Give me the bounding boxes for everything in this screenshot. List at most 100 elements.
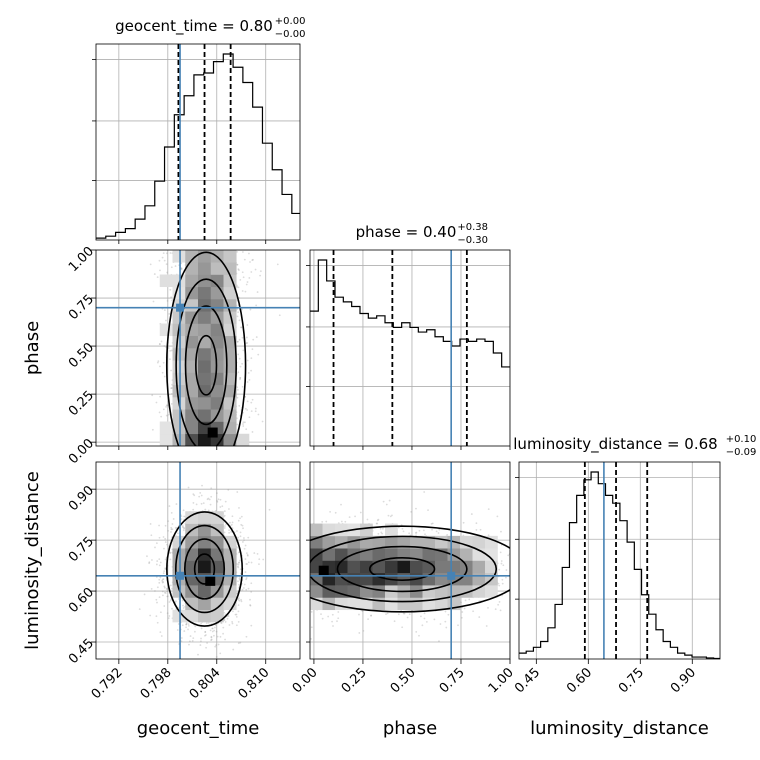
scatter-point bbox=[245, 578, 248, 581]
scatter-point bbox=[211, 630, 214, 633]
scatter-point bbox=[259, 270, 262, 273]
scatter-point bbox=[154, 590, 156, 592]
scatter-point bbox=[236, 285, 239, 288]
scatter-point bbox=[237, 353, 240, 356]
scatter-point bbox=[242, 349, 245, 352]
scatter-point bbox=[242, 251, 244, 253]
density-cell bbox=[198, 311, 212, 324]
scatter-point bbox=[244, 290, 247, 293]
scatter-point bbox=[250, 271, 253, 273]
scatter-point bbox=[164, 558, 167, 561]
scatter-point bbox=[237, 598, 240, 601]
scatter-point bbox=[167, 347, 170, 349]
scatter-point bbox=[204, 634, 206, 637]
scatter-point bbox=[238, 577, 241, 580]
scatter-point bbox=[146, 555, 148, 558]
scatter-point bbox=[166, 543, 168, 546]
scatter-point bbox=[163, 345, 166, 347]
density-cell bbox=[185, 348, 199, 361]
density-cell bbox=[210, 323, 224, 337]
density-cell bbox=[198, 323, 212, 337]
scatter-point bbox=[216, 492, 218, 495]
scatter-point bbox=[165, 414, 168, 417]
scatter-point bbox=[158, 578, 161, 581]
scatter-point bbox=[170, 349, 173, 352]
scatter-point bbox=[165, 252, 168, 255]
scatter-point bbox=[236, 263, 239, 266]
scatter-point bbox=[219, 652, 222, 655]
scatter-point bbox=[204, 631, 207, 633]
scatter-point bbox=[239, 531, 242, 534]
scatter-point bbox=[236, 308, 239, 311]
scatter-point bbox=[231, 622, 234, 625]
density-cell bbox=[172, 421, 186, 435]
scatter-point bbox=[214, 645, 217, 648]
scatter-point bbox=[155, 563, 158, 566]
scatter-point bbox=[241, 385, 244, 388]
scatter-point bbox=[241, 336, 244, 339]
scatter-point bbox=[236, 340, 239, 343]
density-cell bbox=[185, 299, 199, 312]
scatter-point bbox=[237, 551, 240, 554]
scatter-point bbox=[150, 534, 153, 537]
scatter-point bbox=[250, 561, 253, 564]
scatter-point bbox=[169, 558, 172, 561]
scatter-point bbox=[202, 502, 205, 504]
scatter-point bbox=[205, 634, 207, 636]
scatter-point bbox=[158, 564, 161, 567]
scatter-point bbox=[246, 553, 249, 556]
scatter-point bbox=[246, 400, 249, 403]
scatter-point bbox=[158, 411, 161, 414]
scatter-point bbox=[192, 493, 195, 495]
scatter-point bbox=[170, 403, 173, 405]
density-cell bbox=[198, 409, 212, 422]
scatter-point bbox=[250, 369, 252, 372]
density-cell bbox=[223, 262, 237, 275]
scatter-point bbox=[241, 524, 244, 527]
scatter-point bbox=[247, 587, 250, 590]
scatter-point bbox=[216, 500, 219, 503]
density-cell bbox=[159, 274, 173, 288]
density-cell bbox=[172, 335, 186, 349]
density-cell bbox=[223, 286, 237, 300]
scatter-point bbox=[199, 492, 202, 494]
scatter-point bbox=[246, 409, 249, 411]
scatter-point bbox=[239, 378, 241, 381]
scatter-point bbox=[237, 536, 239, 539]
scatter-point bbox=[168, 505, 171, 507]
scatter-point bbox=[200, 494, 203, 497]
scatter-point bbox=[231, 515, 234, 518]
scatter-point bbox=[246, 381, 249, 383]
scatter-point bbox=[276, 263, 279, 266]
scatter-point bbox=[175, 503, 178, 505]
scatter-point bbox=[249, 604, 252, 606]
scatter-point bbox=[157, 360, 160, 363]
scatter-point bbox=[183, 630, 186, 632]
scatter-point bbox=[164, 541, 167, 543]
scatter-point bbox=[205, 646, 207, 649]
scatter-point bbox=[236, 423, 239, 426]
scatter-point bbox=[177, 532, 179, 535]
scatter-point bbox=[207, 509, 210, 512]
scatter-point bbox=[162, 361, 165, 364]
scatter-point bbox=[191, 640, 194, 642]
scatter-point bbox=[158, 343, 161, 346]
scatter-point bbox=[278, 314, 281, 317]
scatter-point bbox=[160, 635, 163, 637]
scatter-point bbox=[246, 554, 249, 557]
scatter-point bbox=[155, 615, 158, 618]
scatter-point bbox=[240, 326, 243, 329]
scatter-point bbox=[257, 353, 260, 356]
scatter-point bbox=[224, 500, 227, 503]
scatter-point bbox=[192, 508, 195, 511]
scatter-point bbox=[258, 563, 260, 566]
scatter-point bbox=[189, 635, 192, 637]
scatter-point bbox=[182, 509, 185, 512]
scatter-point bbox=[245, 336, 248, 339]
density-cell bbox=[185, 409, 199, 422]
scatter-point bbox=[187, 486, 190, 489]
scatter-point bbox=[149, 263, 152, 266]
joint-panel-luminosity_distance-vs-geocent_time bbox=[96, 462, 300, 659]
scatter-point bbox=[227, 488, 230, 491]
scatter-point bbox=[217, 643, 220, 646]
